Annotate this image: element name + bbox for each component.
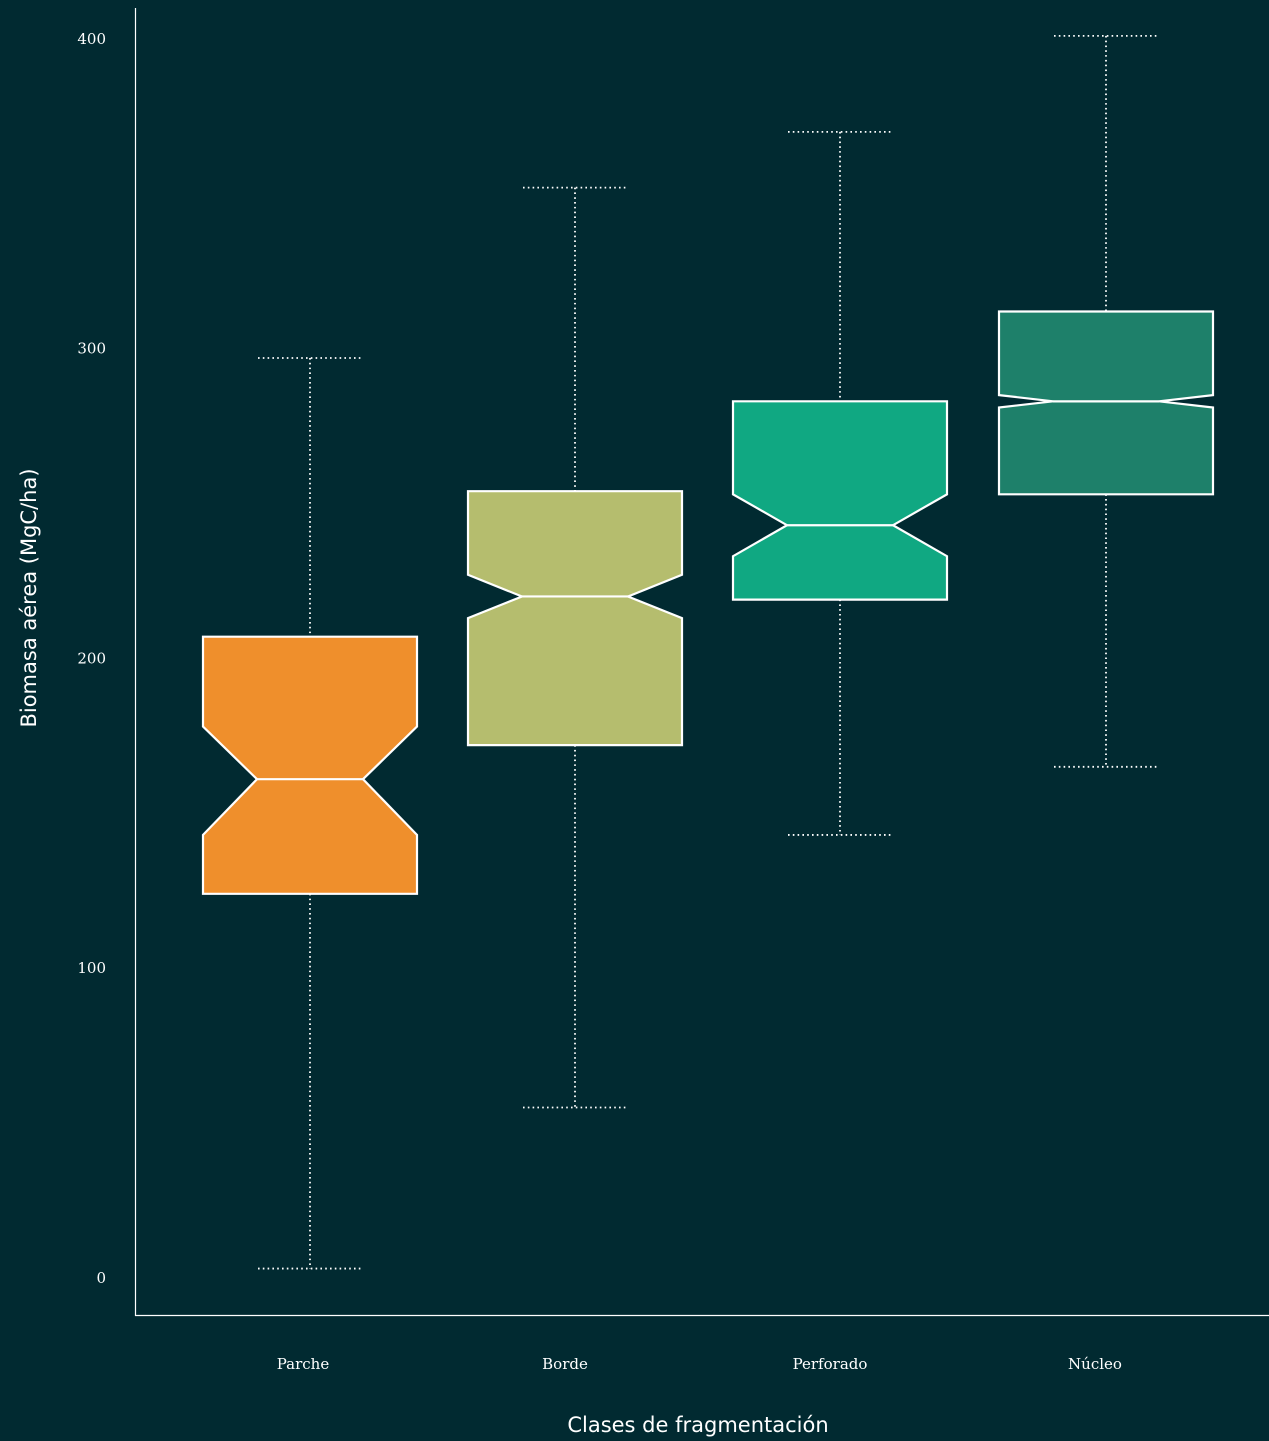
box-body (466, 490, 684, 747)
y-tick-label: 200 (77, 649, 106, 667)
x-tick-label: Borde (542, 1355, 588, 1373)
x-tick-label: Núcleo (1068, 1355, 1122, 1373)
y-axis-title: Biomasa aérea (MgC/ha) (17, 468, 41, 727)
x-tick-label: Perforado (793, 1355, 868, 1373)
y-tick-label: 300 (77, 340, 106, 358)
x-tick-label: Parche (277, 1355, 330, 1373)
box-body (997, 310, 1215, 496)
box-2 (466, 186, 684, 1109)
box-4 (997, 34, 1215, 768)
x-axis-title: Clases de fragmentación (567, 1413, 828, 1437)
y-tick-label: 0 (96, 1269, 106, 1287)
y-tick-labels: 0 100 200 300 400 (77, 30, 106, 1287)
box-body (731, 400, 949, 601)
boxes (201, 34, 1215, 1270)
y-tick-label: 100 (77, 959, 106, 977)
box-3 (731, 130, 949, 836)
axes (134, 8, 1269, 1317)
y-tick-label: 400 (77, 30, 106, 48)
box-body (201, 635, 419, 895)
x-tick-labels: Parche Borde Perforado Núcleo (277, 1355, 1122, 1373)
box-1 (201, 357, 419, 1270)
